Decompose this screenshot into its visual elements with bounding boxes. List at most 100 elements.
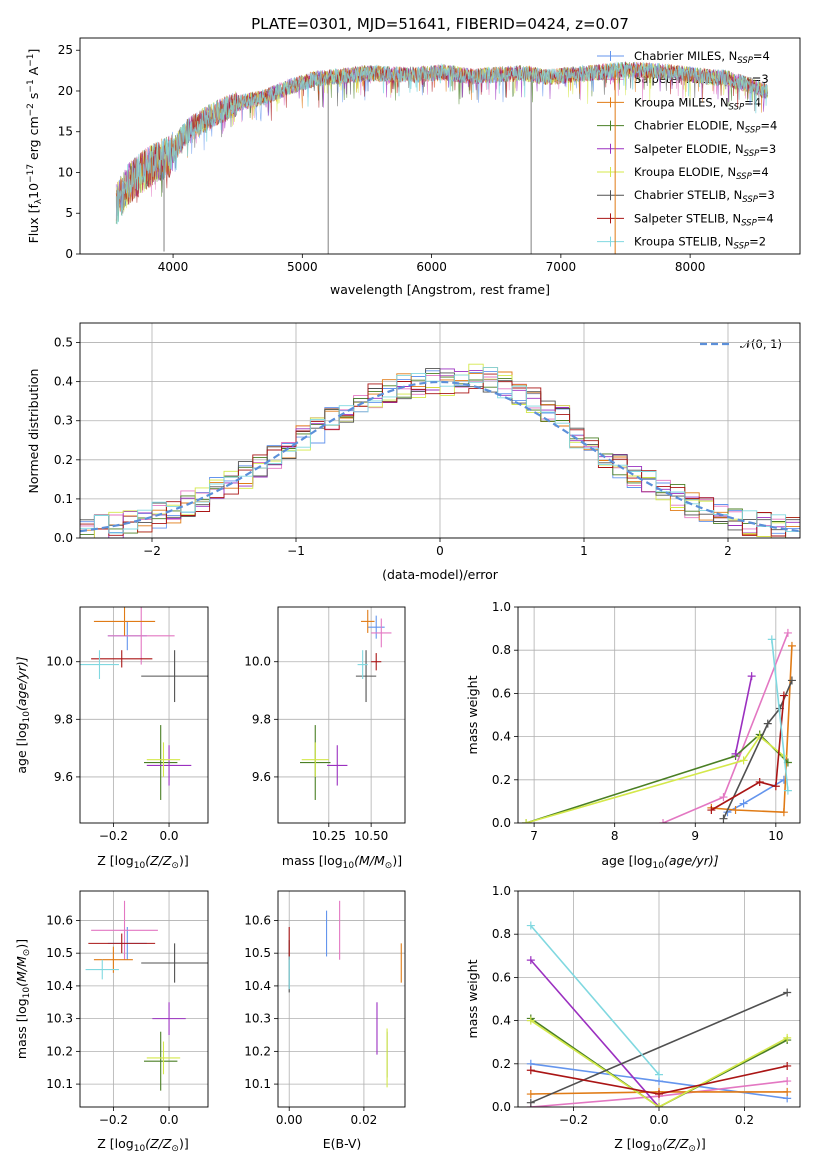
z_mass-ytick-label: 10.4: [46, 979, 73, 993]
spectrum-ytick-label: 0: [65, 247, 73, 261]
spectrum-ytick-label: 25: [58, 43, 73, 57]
residuals-frame: [79, 322, 801, 539]
ebv_mass-ytick-label: 10.5: [244, 946, 271, 960]
residuals-ytick-label: 0.2: [54, 453, 73, 467]
age_weight-ytick-label: 1.0: [492, 600, 511, 614]
z-mass-xlabel: Z [log10(Z/Z⊙)]: [97, 1136, 188, 1154]
legend-label-7: Salpeter STELIB, NSSP=4: [634, 211, 774, 228]
age_weight-line-6: [722, 680, 793, 820]
residuals-ytick-label: 0.1: [54, 492, 73, 506]
age_weight-marker-2: [779, 808, 788, 817]
z_weight-marker-1: [783, 1077, 792, 1086]
spectrum-ytick-label: 10: [58, 165, 73, 179]
z_weight-xtick-label: 0.0: [649, 1113, 668, 1127]
age_weight-marker-7: [707, 806, 716, 815]
age_weight-xtick-label: 9: [691, 829, 699, 843]
ebv_mass-axes: 0.00 0.02 10.1 10.2 10.3 10.4 10.5 10.6: [244, 890, 406, 1127]
residuals-axes: −2 −1 0 1 2 0.0 0.1 0.2 0.3 0.4 0.5: [54, 322, 801, 558]
mass_age-ytick-label: 9.6: [252, 770, 271, 784]
residual-hist-8: [80, 367, 800, 534]
z-age-ylabel: age [log10(age/yr)]: [14, 656, 32, 773]
spectrum-ytick-label: 5: [65, 206, 73, 220]
z_mass-xtick-label: 0.0: [159, 1113, 178, 1127]
z_weight-axes: −0.2 0.0 0.2 0.0 0.2 0.4 0.6 0.8 1.0: [492, 884, 801, 1127]
spectrum-xtick-label: 6000: [416, 260, 447, 274]
age_weight-marker-6: [719, 814, 728, 823]
spectrum-title: PLATE=0301, MJD=51641, FIBERID=0424, z=0…: [251, 15, 629, 33]
z_age-xtick-label: −0.2: [99, 829, 128, 843]
mass_age-xtick-label: 10.25: [312, 829, 346, 843]
z-mass-labels: Z [log10(Z/Z⊙)] mass [log10(M/M⊙)]: [14, 939, 189, 1154]
age_weight-marker-7: [779, 691, 788, 700]
ebv_mass-ytick-label: 10.2: [244, 1044, 271, 1058]
legend-label-3: Chabrier ELODIE, NSSP=4: [634, 119, 777, 136]
legend-label-6: Chabrier STELIB, NSSP=3: [634, 188, 775, 205]
ebv_mass-ytick-label: 10.1: [244, 1077, 271, 1091]
z_weight-line-6: [530, 991, 788, 1104]
age_weight-marker-2: [731, 806, 740, 815]
spectrum-ylabel: Flux [fλ10−17 erg cm−2 s−1 A−1]: [26, 49, 44, 244]
z_mass-frame: [79, 890, 209, 1108]
z_weight-marker-5: [526, 1016, 535, 1025]
residuals-xtick-label: 1: [580, 544, 588, 558]
z_mass-plot-area: [80, 891, 208, 1107]
age_weight-ytick-label: 0.2: [492, 773, 511, 787]
z_weight-line-8: [530, 925, 660, 1076]
age_weight-marker-1: [659, 819, 668, 823]
legend-label-8: Kroupa STELIB, NSSP=2: [634, 235, 766, 252]
z_weight-marker-7: [526, 1066, 535, 1075]
z_mass-ytick-label: 10.5: [46, 946, 73, 960]
legend-label-2: Kroupa MILES, NSSP=4: [634, 95, 761, 112]
age_weight-marker-7: [755, 777, 764, 786]
z_mass-axes: −0.2 0.0 10.1 10.2 10.3 10.4 10.5 10.6: [46, 890, 209, 1127]
z_mass-ytick-label: 10.2: [46, 1044, 73, 1058]
residuals-xtick-label: −2: [143, 544, 161, 558]
z_weight-marker-7: [783, 1061, 792, 1070]
z_weight-xtick-label: −0.2: [559, 1113, 588, 1127]
age_weight-line-2: [711, 645, 793, 814]
spectrum-xtick-label: 4000: [158, 260, 189, 274]
residuals-ytick-label: 0.0: [54, 531, 73, 545]
z-age-xlabel: Z [log10(Z/Z⊙)]: [97, 853, 188, 871]
spectrum-frame: [79, 37, 801, 255]
ebv_mass-ytick-label: 10.6: [244, 913, 271, 927]
spectrum-xtick-label: 5000: [287, 260, 318, 274]
mass_age-ytick-label: 10.0: [244, 655, 271, 669]
ebv_mass-ytick-label: 10.4: [244, 979, 271, 993]
z_mass-ytick-label: 10.6: [46, 913, 73, 927]
age_weight-line-8: [771, 639, 789, 791]
z_mass-ytick-label: 10.3: [46, 1012, 73, 1026]
z_weight-marker-5: [783, 1033, 792, 1042]
age_weight-line-5: [525, 735, 785, 823]
residuals-ytick-label: 0.4: [54, 375, 73, 389]
age_weight-marker-5: [522, 819, 531, 823]
residuals-xtick-label: −1: [287, 544, 305, 558]
age_weight-ytick-label: 0.0: [492, 816, 511, 830]
z_weight-line-4: [530, 959, 660, 1107]
age_weight-axes: 7 8 9 10 0.0 0.2 0.4 0.6 0.8 1.0: [492, 600, 801, 843]
z_weight-marker-8: [655, 1070, 663, 1079]
age_weight-marker-1: [719, 793, 728, 802]
age_weight-marker-5: [739, 756, 748, 765]
z_age-ytick-label: 9.8: [54, 712, 73, 726]
age_weight-ytick-label: 0.8: [492, 643, 511, 657]
ebv_mass-ytick-label: 10.3: [244, 1012, 271, 1026]
residual-hist-5: [80, 363, 800, 538]
gaussian-curve: [80, 380, 800, 533]
z-age-labels: Z [log10(Z/Z⊙)] age [log10(age/yr)]: [14, 656, 189, 871]
z_weight-marker-2: [526, 1090, 535, 1099]
z_weight-marker-2: [783, 1087, 792, 1096]
z_weight-plot-area: [518, 891, 800, 1107]
z_age-ytick-label: 9.6: [54, 770, 73, 784]
age_weight-marker-6: [763, 719, 772, 728]
z_weight-marker-8: [526, 921, 535, 930]
z_weight-marker-6: [526, 1098, 535, 1107]
age_weight-marker-1: [783, 628, 792, 637]
mass_age-ytick-label: 9.8: [252, 712, 271, 726]
legend-label-4: Salpeter ELODIE, NSSP=3: [634, 142, 776, 159]
z_weight-xtick-label: 0.2: [735, 1113, 754, 1127]
age_weight-marker-2: [787, 641, 796, 650]
ebv-mass-labels: E(B-V): [323, 1136, 362, 1151]
